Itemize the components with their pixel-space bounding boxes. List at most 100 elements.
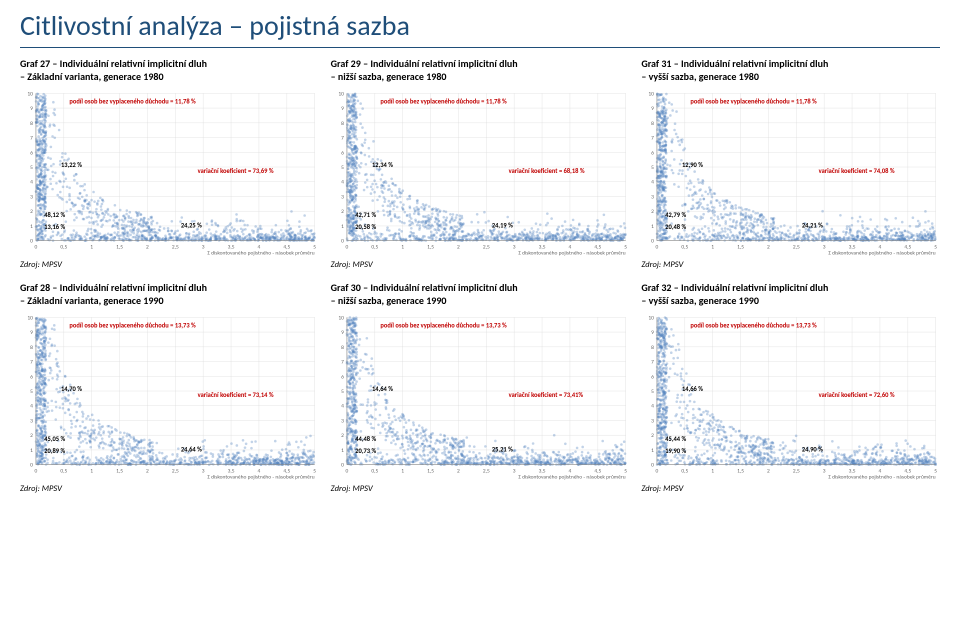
- svg-text:48,12 %: 48,12 %: [44, 211, 65, 219]
- svg-text:12,34 %: 12,34 %: [372, 161, 393, 169]
- svg-text:42,79 %: 42,79 %: [666, 211, 687, 219]
- svg-text:2: 2: [30, 209, 33, 215]
- svg-text:1,5: 1,5: [427, 245, 434, 251]
- svg-text:0: 0: [345, 245, 348, 251]
- svg-text:3: 3: [823, 245, 826, 251]
- svg-text:1: 1: [341, 224, 344, 230]
- svg-text:0,5: 0,5: [60, 245, 67, 251]
- svg-text:20,48 %: 20,48 %: [666, 223, 687, 231]
- svg-text:13,16 %: 13,16 %: [44, 223, 65, 231]
- chart-title: Graf 30 – Individuální relativní implici…: [331, 282, 630, 307]
- chart-row-2: Graf 28 – Individuální relativní implici…: [20, 282, 940, 500]
- chart-cell-g29: Graf 29 – Individuální relativní implici…: [331, 58, 630, 276]
- scatter-chart: 01234567891000,511,522,533,544,55Σ disko…: [331, 87, 630, 257]
- svg-text:5: 5: [341, 165, 344, 171]
- chart-title-line1: Graf 27 – Individuální relativní implici…: [20, 58, 319, 71]
- svg-text:3: 3: [202, 245, 205, 251]
- chart-title-line2: – vyšší sazba, generace 1990: [641, 295, 940, 308]
- chart-cell-g28: Graf 28 – Individuální relativní implici…: [20, 282, 319, 500]
- svg-text:5: 5: [30, 165, 33, 171]
- chart-row-1: Graf 27 – Individuální relativní implici…: [20, 58, 940, 276]
- chart-cell-g32: Graf 32 – Individuální relativní implici…: [641, 282, 940, 500]
- svg-text:Σ diskontovaného pojistného -: Σ diskontovaného pojistného - násobek pr…: [518, 251, 625, 257]
- svg-text:0: 0: [341, 239, 344, 245]
- svg-text:10: 10: [649, 91, 655, 97]
- svg-text:0,5: 0,5: [682, 245, 689, 251]
- scatter-chart: 01234567891000,511,522,533,544,55Σ disko…: [20, 311, 319, 481]
- svg-text:4: 4: [30, 180, 33, 186]
- svg-text:3: 3: [30, 194, 33, 200]
- svg-text:0: 0: [656, 245, 659, 251]
- svg-text:1,5: 1,5: [737, 245, 744, 251]
- svg-text:5: 5: [652, 165, 655, 171]
- chart-title-line2: – Základní varianta, generace 1980: [20, 71, 319, 84]
- chart-title: Graf 31 – Individuální relativní implici…: [641, 58, 940, 83]
- svg-text:13,22 %: 13,22 %: [61, 161, 82, 169]
- svg-text:variační koeficient = 73,69 %: variační koeficient = 73,69 %: [198, 167, 274, 175]
- page-title: Citlivostní analýza – pojistná sazba: [20, 8, 940, 48]
- svg-text:2: 2: [341, 209, 344, 215]
- svg-text:7: 7: [30, 136, 33, 142]
- chart-source: Zdroj: MPSV: [331, 484, 630, 494]
- svg-text:podíl osob bez vyplaceného důc: podíl osob bez vyplaceného důchodu = 11,…: [69, 98, 196, 106]
- svg-text:24,21 %: 24,21 %: [802, 221, 823, 229]
- scatter-chart: 01234567891000,511,522,533,544,55Σ disko…: [641, 87, 940, 257]
- svg-text:3: 3: [341, 194, 344, 200]
- svg-text:6: 6: [652, 150, 655, 156]
- chart-title-line1: Graf 31 – Individuální relativní implici…: [641, 58, 940, 71]
- chart-title: Graf 27 – Individuální relativní implici…: [20, 58, 319, 83]
- svg-text:2,5: 2,5: [172, 245, 179, 251]
- chart-source: Zdroj: MPSV: [20, 484, 319, 494]
- svg-text:4: 4: [341, 180, 344, 186]
- scatter-chart: 01234567891000,511,522,533,544,55Σ disko…: [331, 311, 630, 481]
- svg-text:7: 7: [652, 136, 655, 142]
- svg-text:8: 8: [652, 121, 655, 127]
- svg-text:podíl osob bez vyplaceného důc: podíl osob bez vyplaceného důchodu = 11,…: [380, 98, 507, 106]
- chart-title-line1: Graf 29 – Individuální relativní implici…: [331, 58, 630, 71]
- svg-text:2: 2: [457, 245, 460, 251]
- svg-text:0: 0: [652, 239, 655, 245]
- chart-title-line2: – vyšší sazba, generace 1980: [641, 71, 940, 84]
- svg-text:Σ diskontovaného pojistného -: Σ diskontovaného pojistného - násobek pr…: [207, 251, 314, 257]
- svg-text:2,5: 2,5: [483, 245, 490, 251]
- chart-cell-g30: Graf 30 – Individuální relativní implici…: [331, 282, 630, 500]
- chart-title: Graf 28 – Individuální relativní implici…: [20, 282, 319, 307]
- chart-source: Zdroj: MPSV: [20, 260, 319, 270]
- svg-text:4: 4: [652, 180, 655, 186]
- svg-text:1: 1: [90, 245, 93, 251]
- svg-text:1,5: 1,5: [116, 245, 123, 251]
- chart-title-line1: Graf 28 – Individuální relativní implici…: [20, 282, 319, 295]
- chart-title-line2: – Základní varianta, generace 1990: [20, 295, 319, 308]
- svg-text:12,90 %: 12,90 %: [682, 161, 703, 169]
- svg-text:20,58 %: 20,58 %: [355, 223, 376, 231]
- svg-text:0: 0: [30, 239, 33, 245]
- svg-text:7: 7: [341, 136, 344, 142]
- svg-text:8: 8: [341, 121, 344, 127]
- svg-text:1: 1: [30, 224, 33, 230]
- chart-source: Zdroj: MPSV: [641, 260, 940, 270]
- svg-text:1: 1: [652, 224, 655, 230]
- chart-cell-g27: Graf 27 – Individuální relativní implici…: [20, 58, 319, 276]
- svg-text:6: 6: [30, 150, 33, 156]
- svg-text:0: 0: [35, 245, 38, 251]
- svg-text:2: 2: [652, 209, 655, 215]
- svg-text:24,19 %: 24,19 %: [492, 221, 513, 229]
- chart-title: Graf 29 – Individuální relativní implici…: [331, 58, 630, 83]
- scatter-chart: 01234567891000,511,522,533,544,55Σ disko…: [641, 311, 940, 481]
- svg-text:variační koeficient = 68,18 %: variační koeficient = 68,18 %: [508, 167, 584, 175]
- svg-text:1: 1: [401, 245, 404, 251]
- svg-text:variační koeficient = 74,08 %: variační koeficient = 74,08 %: [819, 167, 895, 175]
- chart-source: Zdroj: MPSV: [641, 484, 940, 494]
- svg-text:9: 9: [30, 106, 33, 112]
- svg-text:1: 1: [712, 245, 715, 251]
- scatter-chart: 01234567891000,511,522,533,544,55Σ disko…: [20, 87, 319, 257]
- chart-title-line1: Graf 30 – Individuální relativní implici…: [331, 282, 630, 295]
- chart-title-line2: – nižší sazba, generace 1980: [331, 71, 630, 84]
- svg-text:3: 3: [652, 194, 655, 200]
- svg-text:2: 2: [146, 245, 149, 251]
- svg-text:0,5: 0,5: [371, 245, 378, 251]
- svg-text:3: 3: [512, 245, 515, 251]
- svg-text:2,5: 2,5: [793, 245, 800, 251]
- svg-text:Σ diskontovaného pojistného -: Σ diskontovaného pojistného - násobek pr…: [829, 251, 936, 257]
- chart-title-line2: – nižší sazba, generace 1990: [331, 295, 630, 308]
